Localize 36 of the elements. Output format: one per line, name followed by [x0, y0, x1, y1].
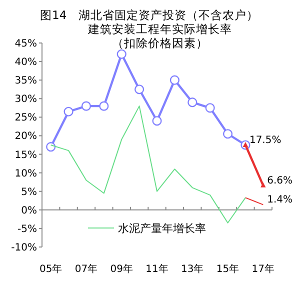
y-tick-label: 35%	[14, 76, 37, 87]
y-tick-label: 5%	[21, 186, 37, 198]
legend-label: 水泥产量年增长率	[118, 222, 206, 235]
y-tick-label: 15%	[14, 150, 37, 161]
y-tick-label: 30%	[14, 94, 37, 106]
y-tick-label: -5%	[18, 224, 37, 235]
point	[170, 75, 180, 85]
chart-title: 图14 湖北省固定资产投资（不含农户）建筑安装工程年实际增长率	[40, 8, 259, 36]
x-tick-label: 09年	[110, 263, 133, 275]
point	[152, 116, 162, 126]
annotation: 6.6%	[267, 175, 293, 186]
point	[222, 129, 233, 139]
x-tick-label: 11年	[146, 263, 168, 275]
point	[99, 101, 109, 111]
y-tick-label: 20%	[14, 131, 37, 142]
y-tick-label: 0%	[21, 205, 37, 216]
y-tick-label: 40%	[14, 57, 37, 68]
point	[81, 101, 92, 111]
x-tick-label: 13年	[181, 263, 204, 275]
x-tick-label: 17年	[252, 263, 275, 275]
point	[134, 84, 144, 94]
point	[116, 49, 126, 59]
chart-subtitle: （扣除价格因素）	[112, 36, 208, 50]
point	[64, 106, 74, 116]
y-tick-label: -10%	[11, 242, 37, 254]
annotation: 17.5%	[249, 135, 282, 146]
y-tick-label: 10%	[14, 168, 37, 180]
annotation: 1.4%	[267, 194, 293, 206]
x-tick-label: 15年	[216, 263, 240, 275]
point	[46, 142, 56, 152]
y-tick-label: 45%	[14, 38, 37, 50]
x-tick-label: 07年	[74, 263, 98, 275]
point	[205, 103, 215, 113]
y-tick-label: 25%	[14, 112, 37, 124]
point	[188, 98, 198, 108]
x-tick-label: 05年	[39, 263, 62, 275]
